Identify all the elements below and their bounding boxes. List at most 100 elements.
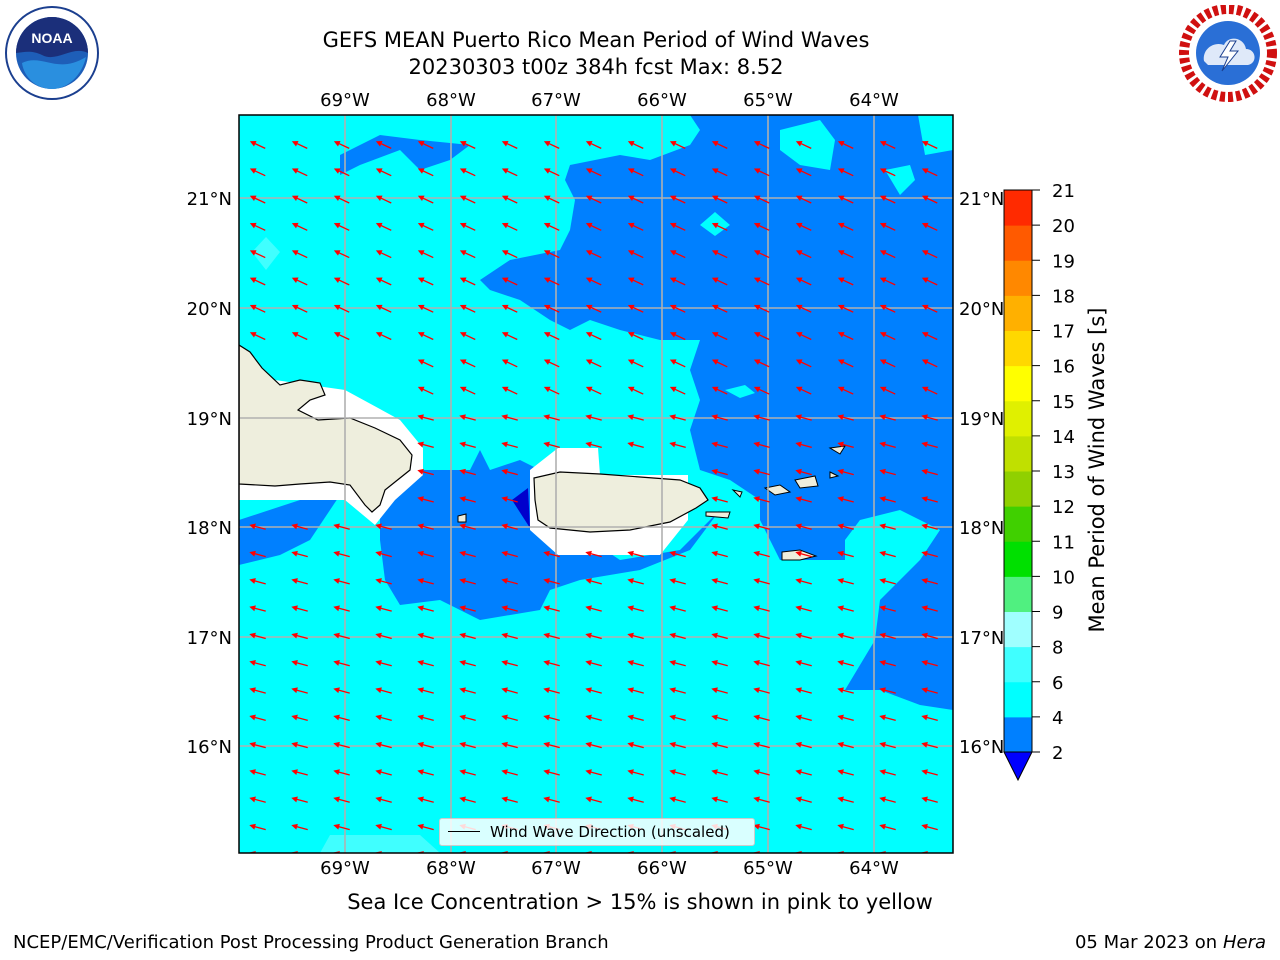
wind-wave-arrow <box>459 195 476 204</box>
wind-wave-arrow <box>837 277 854 286</box>
wind-wave-arrow <box>627 168 644 177</box>
wind-wave-arrow <box>669 195 686 204</box>
colorbar-tick-label: 8 <box>1052 638 1063 659</box>
wind-wave-arrow <box>375 250 392 259</box>
wind-wave-arrow <box>291 632 308 640</box>
wind-wave-arrow <box>837 660 854 667</box>
wind-wave-arrow <box>291 660 308 667</box>
wind-wave-arrow <box>837 468 854 476</box>
wind-wave-arrow <box>417 332 434 341</box>
wind-wave-arrow <box>669 741 686 749</box>
wind-wave-arrow <box>291 304 308 313</box>
lat-label-left: 20°N <box>187 299 232 320</box>
run-date: 05 Mar 2023 on Hera <box>1074 932 1266 953</box>
wind-wave-arrow <box>711 304 728 313</box>
wind-wave-arrow <box>753 714 770 721</box>
wind-wave-arrow <box>627 632 644 640</box>
wind-wave-arrow <box>711 632 728 640</box>
wind-wave-arrow <box>417 687 434 694</box>
wind-wave-arrow <box>417 222 434 231</box>
wind-wave-arrow <box>291 277 308 286</box>
wind-wave-arrow <box>501 769 518 776</box>
virgin-islands <box>457 445 846 561</box>
wind-wave-arrow <box>501 277 518 286</box>
colorbar-bin <box>1004 611 1032 648</box>
wind-wave-arrow <box>375 823 392 831</box>
puerto-rico-land <box>533 471 709 533</box>
wind-wave-arrow <box>543 741 560 749</box>
wind-wave-arrow <box>795 277 812 286</box>
wind-wave-arrow <box>291 195 308 204</box>
legend-label: Wind Wave Direction (unscaled) <box>490 823 730 841</box>
wind-wave-arrow <box>291 550 308 558</box>
wind-wave-arrow <box>249 277 266 286</box>
wind-wave-arrow <box>921 304 938 313</box>
wind-wave-arrow <box>753 304 770 313</box>
wind-wave-arrow <box>627 769 644 776</box>
wind-wave-arrow <box>459 741 476 749</box>
map-subtitle: 20230303 t00z 384h fcst Max: 8.52 <box>408 55 784 79</box>
wind-wave-arrow <box>753 441 770 448</box>
lon-label-bottom: 64°W <box>849 858 899 879</box>
wind-wave-arrow <box>753 168 770 177</box>
colorbar-bin <box>1004 576 1032 612</box>
wind-wave-arrow <box>585 441 602 448</box>
wind-wave-arrow <box>501 222 518 231</box>
wind-wave-arrow <box>669 168 686 177</box>
wind-wave-arrow <box>375 796 392 803</box>
wind-wave-arrow <box>585 714 602 721</box>
period-region-northeast <box>480 115 953 710</box>
wind-wave-arrow <box>669 687 686 694</box>
wind-wave-arrow <box>879 195 896 204</box>
wind-wave-arrow <box>669 550 686 558</box>
wind-wave-arrow <box>627 660 644 667</box>
wind-wave-arrow <box>501 741 518 749</box>
wind-wave-arrow <box>795 359 812 368</box>
wind-wave-arrow <box>879 687 896 694</box>
lat-label-right: 16°N <box>959 737 1004 758</box>
wind-wave-arrow <box>543 769 560 776</box>
wind-wave-arrow <box>585 769 602 776</box>
wind-wave-arrow <box>333 304 350 313</box>
colorbar-bin <box>1004 400 1032 437</box>
wind-wave-arrow <box>501 441 518 448</box>
wind-wave-arrow <box>627 250 644 259</box>
lat-labels-right: 21°N 20°N 19°N 18°N 17°N 16°N <box>959 189 1004 758</box>
light-pocket-3 <box>780 120 835 170</box>
light-pocket-6 <box>252 237 280 270</box>
wind-wave-arrow <box>837 523 854 530</box>
wind-wave-arrow <box>333 141 350 149</box>
wind-wave-arrow <box>585 796 602 803</box>
wind-wave-arrow <box>585 605 602 612</box>
wind-wave-arrow <box>711 250 728 259</box>
wind-wave-arrow <box>837 222 854 231</box>
wind-wave-arrow <box>501 386 518 395</box>
wind-wave-arrow <box>711 660 728 667</box>
wind-wave-arrow <box>837 796 854 803</box>
wind-wave-arrow <box>291 769 308 776</box>
wind-wave-arrow <box>669 414 686 421</box>
colorbar: 2 4 6 8 9 10 11 12 13 14 15 16 17 18 19 20 21 <box>1003 181 1075 782</box>
colorbar-tick-label: 10 <box>1052 567 1075 588</box>
wind-wave-arrow <box>543 222 560 231</box>
wind-wave-arrow <box>459 441 476 448</box>
wind-wave-arrow <box>333 523 350 530</box>
wind-wave-arrow <box>459 141 476 149</box>
wind-wave-arrow <box>501 578 518 585</box>
wind-wave-arrow <box>291 605 308 612</box>
wind-wave-arrow <box>795 414 812 421</box>
wind-wave-arrow <box>585 277 602 286</box>
wind-wave-arrow <box>501 523 518 530</box>
wind-wave-arrow <box>543 277 560 286</box>
colorbar-bin <box>1004 190 1032 226</box>
colorbar-bin <box>1004 365 1032 402</box>
wind-wave-arrow <box>501 359 518 368</box>
wind-wave-arrow <box>417 359 434 368</box>
wind-wave-arrow <box>795 660 812 667</box>
wind-wave-arrow <box>921 141 938 149</box>
wind-wave-arrow <box>879 141 896 149</box>
wind-wave-arrow <box>711 605 728 612</box>
sea-ice-note: Sea Ice Concentration > 15% is shown in … <box>347 890 933 914</box>
wind-wave-arrow <box>459 386 476 395</box>
lat-label-right: 19°N <box>959 409 1004 430</box>
